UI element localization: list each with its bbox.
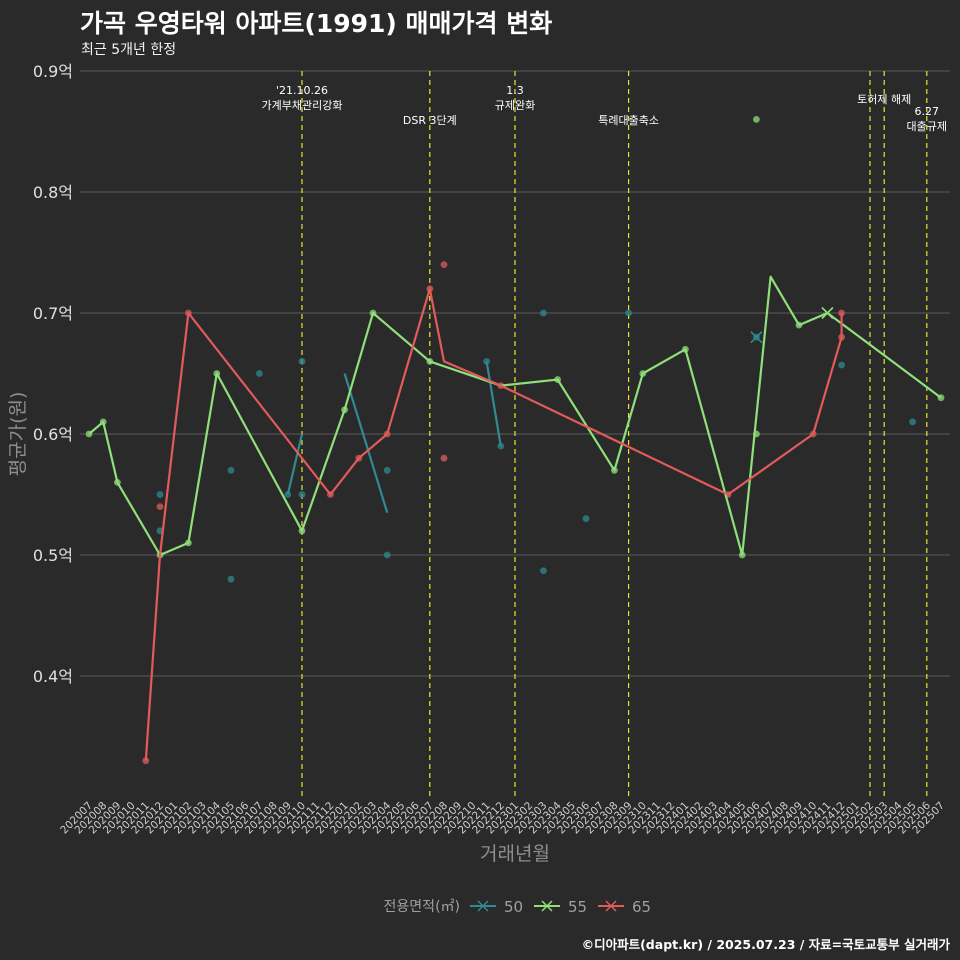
cross-marker-50 — [750, 331, 763, 344]
y-tick-label: 0.8억 — [33, 183, 73, 202]
data-point-50 — [540, 309, 547, 317]
event-label: 1.3 — [506, 84, 524, 97]
cross-marker-55 — [821, 306, 834, 320]
legend-label: 50 — [504, 898, 523, 916]
source-caption: ©디아파트(dapt.kr) / 2025.07.23 / 자료=국토교통부 실… — [581, 937, 950, 952]
event-label: '21.10.26 — [276, 84, 328, 97]
legend-key-cross — [541, 900, 553, 912]
event-label: 규제완화 — [495, 99, 535, 112]
data-point-65 — [440, 454, 448, 462]
y-axis-title: 평균가(원) — [7, 392, 29, 477]
series-line-65 — [144, 287, 843, 761]
event-label: DSR 3단계 — [403, 114, 457, 127]
y-tick-label: 0.5억 — [33, 546, 73, 565]
data-point-55 — [753, 116, 760, 123]
data-point-65 — [156, 503, 164, 510]
data-point-50 — [156, 491, 164, 498]
chart-title: 가곡 우영타워 아파트(1991) 매매가격 변화 — [80, 9, 553, 38]
data-point-50 — [625, 309, 632, 317]
series-line-55 — [88, 275, 942, 557]
legend-title: 전용면적(㎡) — [384, 899, 460, 915]
series-line-50 — [286, 433, 304, 495]
data-point-50 — [227, 575, 235, 583]
event-label: 토허제 해제 — [857, 92, 911, 106]
legend-key-cross — [605, 900, 617, 912]
legend-key-cross — [477, 900, 489, 912]
data-point-65 — [440, 261, 448, 268]
event-label: 대출규제 — [907, 120, 947, 133]
x-axis-title: 거래년월 — [480, 843, 550, 865]
data-point-50 — [256, 370, 263, 377]
event-label: 가계부채관리강화 — [262, 99, 343, 112]
series-line-50 — [485, 361, 502, 447]
data-point-50 — [838, 361, 845, 369]
event-label: 특례대출축소 — [598, 114, 659, 127]
event-label: 6.27 — [915, 105, 940, 118]
series-line-50 — [343, 373, 389, 513]
data-point-50 — [582, 515, 590, 523]
data-point-50 — [383, 466, 391, 474]
data-point-50 — [383, 551, 391, 559]
data-point-50 — [298, 491, 306, 498]
legend-label: 65 — [632, 898, 651, 916]
y-tick-label: 0.6억 — [33, 425, 73, 444]
legend-label: 55 — [568, 898, 587, 916]
data-point-50 — [227, 466, 235, 474]
y-tick-label: 0.4억 — [33, 667, 73, 686]
y-tick-label: 0.7억 — [33, 304, 73, 323]
data-point-50 — [909, 418, 916, 426]
chart-subtitle: 최근 5개년 한정 — [81, 42, 177, 58]
y-tick-label: 0.9억 — [33, 62, 73, 81]
data-point-50 — [298, 358, 306, 365]
data-point-50 — [540, 567, 547, 575]
